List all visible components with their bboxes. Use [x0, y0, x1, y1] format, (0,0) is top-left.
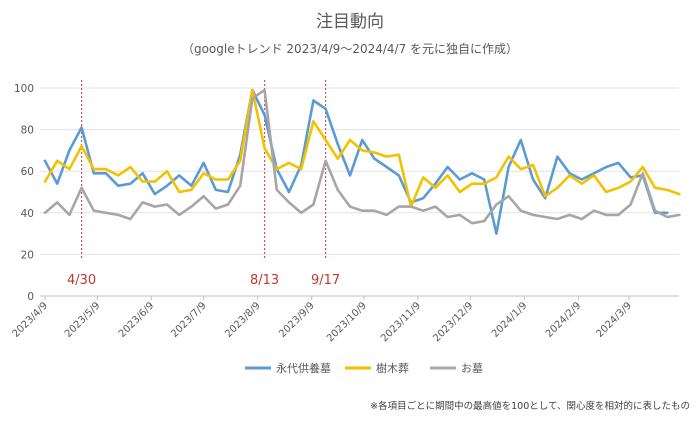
gridlines — [40, 87, 679, 297]
series-line-1 — [43, 88, 681, 208]
x-tick-label: 2023/8/9 — [223, 300, 263, 340]
legend-label: 樹木葬 — [376, 362, 409, 375]
x-tick-label: 2023/7/9 — [169, 300, 209, 340]
annotation-label: 8/13 — [250, 273, 279, 288]
x-tick-label: 2023/10/9 — [325, 300, 369, 344]
y-tick-label: 100 — [14, 83, 34, 95]
legend-label: お墓 — [461, 362, 483, 375]
x-axis-ticks: 2023/4/9 2023/5/9 2023/6/9 2023/7/9 2023/8/9… — [11, 296, 634, 344]
x-tick-label: 2024/2/9 — [544, 300, 584, 340]
x-tick-label: 2023/9/9 — [277, 300, 317, 340]
chart-footnote: ※各項目ごとに期間中の最高値を100として、関心度を相対的に表したもの — [370, 400, 690, 412]
series-line-2 — [43, 88, 681, 225]
series-line-0 — [43, 88, 669, 235]
y-axis-ticks: 0 20 40 60 80 100 — [14, 83, 34, 303]
annotation-label: 9/17 — [311, 273, 340, 288]
y-tick-label: 20 — [21, 249, 34, 261]
legend-label: 永代供養墓 — [276, 361, 331, 375]
legend: 永代供養墓 樹木葬 お墓 — [245, 361, 483, 375]
chart-title: 注目動向 — [316, 12, 384, 32]
series-lines — [43, 88, 681, 235]
y-tick-label: 80 — [21, 125, 34, 137]
x-tick-label: 2024/1/9 — [490, 300, 530, 340]
x-tick-label: 2023/12/9 — [431, 300, 475, 344]
x-tick-label: 2023/11/9 — [379, 300, 423, 344]
annotation-label: 4/30 — [67, 273, 96, 288]
chart-subtitle: （googleトレンド 2023/4/9～2024/4/7 を元に独自に作成） — [182, 42, 518, 56]
x-tick-label: 2024/3/9 — [594, 300, 634, 340]
y-tick-label: 0 — [27, 291, 34, 303]
x-tick-label: 2023/4/9 — [11, 300, 51, 340]
y-tick-label: 40 — [21, 208, 34, 220]
x-tick-label: 2023/6/9 — [117, 300, 157, 340]
x-tick-label: 2023/5/9 — [63, 300, 103, 340]
annotation-lines: 4/30 8/13 9/17 — [67, 80, 340, 288]
y-tick-label: 60 — [21, 166, 34, 178]
